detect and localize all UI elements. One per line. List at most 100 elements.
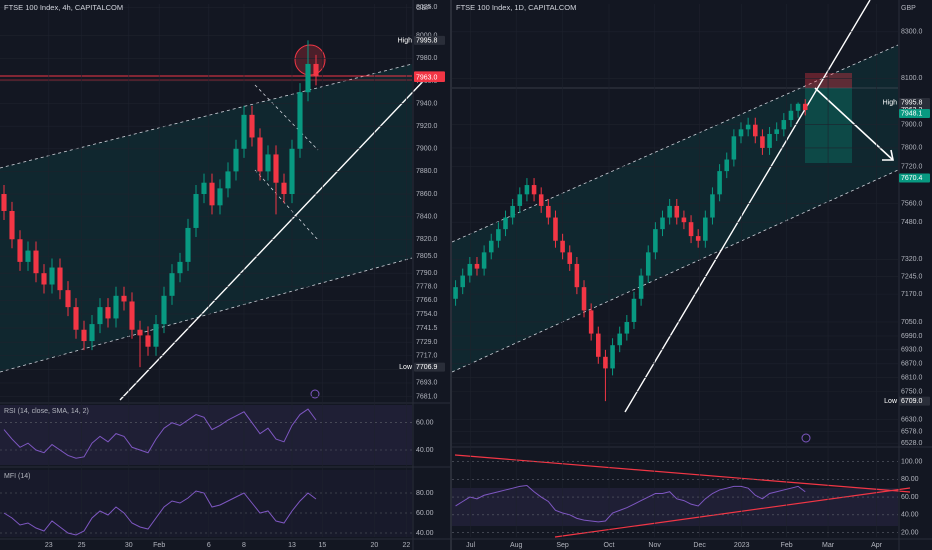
y-tick-label: 7245.0 — [901, 274, 923, 281]
price-tag-label: 6709.0 — [901, 398, 923, 405]
candle-body — [121, 295, 127, 302]
x-tick-label: 23 — [45, 542, 53, 549]
x-tick-label: Feb — [781, 542, 793, 549]
channel-lower — [0, 257, 413, 373]
candle-body — [57, 267, 63, 291]
candle-body — [297, 92, 303, 149]
price-tag-marker: Low — [884, 398, 898, 405]
candle-body — [531, 185, 537, 195]
candle-body — [17, 239, 23, 262]
candle-body — [105, 307, 111, 319]
trend-line — [119, 73, 431, 401]
indicator-name: RSI (14, close, SMA, 14, 2) — [4, 408, 89, 415]
price-tag — [899, 109, 930, 119]
candle-body — [496, 229, 501, 241]
candle-body — [265, 154, 271, 172]
y-tick-label: 7050.0 — [901, 319, 923, 326]
y-tick-label: 7754.0 — [416, 311, 438, 318]
y-tick-label: 7880.0 — [416, 168, 438, 175]
currency: GBP — [416, 5, 431, 12]
candle-body — [645, 252, 651, 276]
candle-body — [560, 240, 565, 253]
y-tick-label: 7920.0 — [416, 123, 438, 130]
candle-body — [567, 252, 573, 264]
candle-body — [788, 110, 794, 121]
candle-body — [674, 205, 680, 218]
icon — [310, 389, 320, 399]
candle-body — [738, 129, 744, 137]
candle-body — [453, 287, 458, 299]
x-tick-label: Apr — [871, 542, 883, 549]
trend-line — [624, 0, 871, 413]
price-tag-label: 7670.4 — [901, 175, 923, 182]
candle-body — [781, 120, 787, 130]
x-tick-label: 25 — [78, 542, 86, 549]
chart-layer: 8025.08000.07980.07960.07940.07920.07900… — [0, 3, 930, 549]
candle-body — [225, 171, 231, 189]
x-tick-label: 20 — [371, 542, 379, 549]
candle-body — [624, 321, 630, 334]
y-tick-label: 8100.0 — [901, 75, 923, 82]
candle-body — [49, 267, 55, 285]
x-tick-label: Nov — [648, 542, 661, 549]
y-tick-label: 7900.0 — [416, 146, 438, 153]
candle-body — [185, 227, 191, 262]
y-tick-label: 7720.0 — [901, 163, 923, 170]
y-tick-label: 60.00 — [416, 420, 434, 427]
x-tick-label: 15 — [319, 542, 327, 549]
candle-body — [177, 261, 183, 274]
y-tick-label: 7805.0 — [416, 253, 438, 260]
currency: GBP — [901, 5, 916, 12]
candle-body — [717, 171, 722, 195]
x-tick-label: Sep — [556, 542, 569, 549]
candle-body — [774, 129, 779, 134]
indicator-name: MFI (14) — [4, 473, 30, 480]
candle-body — [745, 124, 751, 130]
price-tag — [414, 35, 445, 45]
y-tick-label: 7729.0 — [416, 339, 438, 346]
x-tick-label: 13 — [288, 542, 296, 549]
stop-zone — [805, 73, 852, 88]
candle-body — [546, 205, 551, 218]
chart-title: FTSE 100 Index, 1D, CAPITALCOM — [456, 3, 576, 12]
y-tick-label: 7840.0 — [416, 213, 438, 220]
candle-body — [524, 185, 530, 195]
y-tick-label: 7900.0 — [901, 122, 923, 129]
y-tick-label: 100.00 — [901, 458, 923, 465]
candle-body — [653, 229, 658, 253]
y-tick-label: 20.00 — [901, 529, 919, 536]
y-tick-label: 7560.0 — [901, 200, 923, 207]
y-tick-label: 7820.0 — [416, 236, 438, 243]
candle-body — [209, 182, 215, 206]
y-tick-label: 6810.0 — [901, 375, 923, 382]
chart-title: FTSE 100 Index, 4h, CAPITALCOM — [4, 3, 123, 12]
y-tick-label: 7741.5 — [416, 325, 438, 332]
y-tick-label: 7980.0 — [416, 55, 438, 62]
candle-body — [161, 295, 167, 325]
indicator-line — [3, 490, 317, 536]
candle-body — [65, 290, 71, 308]
candle-body — [724, 159, 730, 172]
candle-body — [233, 148, 239, 172]
price-tag-label: 7995.8 — [901, 99, 923, 106]
candle-body — [802, 103, 808, 111]
price-tag — [899, 396, 930, 406]
candle-body — [517, 194, 523, 206]
y-tick-label: 6990.0 — [901, 333, 923, 340]
candle-body — [257, 137, 263, 172]
y-tick-label: 40.00 — [416, 530, 434, 537]
price-tag — [414, 73, 445, 83]
y-tick-label: 7717.0 — [416, 353, 438, 360]
candle-body — [305, 63, 311, 93]
indicator-line — [3, 408, 317, 459]
y-tick-label: 60.00 — [901, 494, 919, 501]
y-tick-label: 7766.0 — [416, 297, 438, 304]
price-tag-marker: High — [883, 99, 898, 106]
trend-line — [454, 454, 911, 493]
y-tick-label: 6630.0 — [901, 416, 923, 423]
pane-band — [0, 470, 412, 537]
candle-body — [481, 252, 487, 269]
candle-body — [217, 188, 223, 206]
icon — [801, 433, 811, 443]
